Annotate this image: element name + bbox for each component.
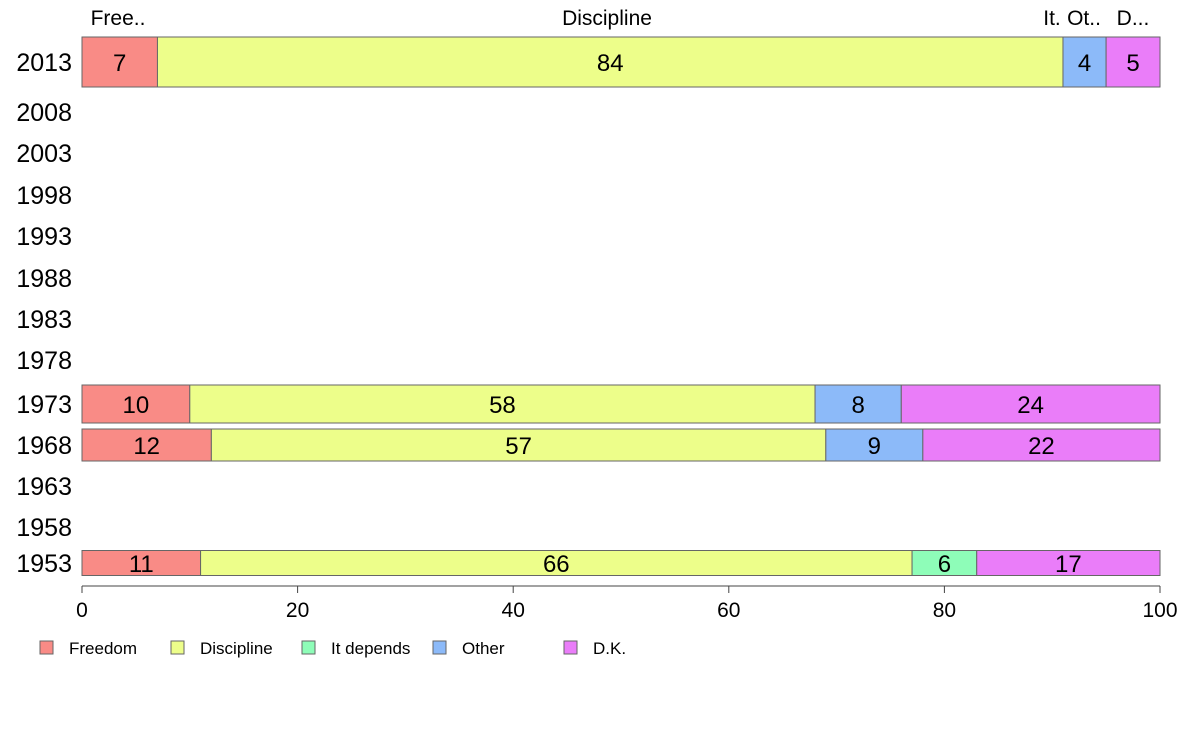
legend-label: Other xyxy=(462,639,505,658)
x-tick-label: 80 xyxy=(933,599,956,622)
legend-item: Other xyxy=(432,639,505,658)
year-label: 2013 xyxy=(16,49,72,77)
bar-value-label: 58 xyxy=(489,392,516,419)
bar-value-label: 22 xyxy=(1028,433,1055,460)
legend: Freedom Discipline It depends Other D.K. xyxy=(39,639,626,658)
year-label: 1988 xyxy=(16,265,72,293)
bar-value-label: 12 xyxy=(133,433,160,460)
bar-segment xyxy=(200,550,913,576)
year-label: 2003 xyxy=(16,140,72,168)
bar-segment xyxy=(81,428,212,462)
top-labels: Free.. Discipline It. Ot.. D... xyxy=(91,7,1150,30)
legend-label: D.K. xyxy=(593,639,626,658)
year-label: 1998 xyxy=(16,182,72,210)
top-label: Free.. xyxy=(91,7,146,30)
legend-label: Freedom xyxy=(69,639,137,658)
year-label: 1973 xyxy=(16,391,72,419)
top-label: It. xyxy=(1043,7,1061,30)
year-label: 1958 xyxy=(16,514,72,542)
top-label: Discipline xyxy=(562,7,652,30)
year-label: 2008 xyxy=(16,99,72,127)
legend-label: It depends xyxy=(331,639,410,658)
bar-value-label: 9 xyxy=(868,433,881,460)
x-tick-label: 100 xyxy=(1142,599,1177,622)
bar-segment xyxy=(1105,36,1161,88)
bar-segment xyxy=(814,384,902,424)
year-label: 1968 xyxy=(16,432,72,460)
bar-value-label: 24 xyxy=(1017,392,1044,419)
x-tick-label: 20 xyxy=(286,599,309,622)
legend-item: D.K. xyxy=(563,639,626,658)
bar-segment xyxy=(922,428,1161,462)
bar-value-label: 10 xyxy=(123,392,150,419)
x-tick-label: 60 xyxy=(717,599,740,622)
legend-item: Freedom xyxy=(39,639,137,658)
bar-segment xyxy=(81,36,158,88)
legend-item: It depends xyxy=(301,639,410,658)
legend-swatch xyxy=(301,640,316,655)
top-label: D... xyxy=(1117,7,1150,30)
x-tick-label: 0 xyxy=(76,599,88,622)
bar-segment xyxy=(1062,36,1107,88)
bar-value-label: 6 xyxy=(938,551,951,578)
year-label: 1963 xyxy=(16,473,72,501)
bar-segment xyxy=(81,550,202,576)
legend-swatch xyxy=(39,640,54,655)
top-label: Ot.. xyxy=(1067,7,1101,30)
bar-value-label: 4 xyxy=(1078,50,1091,77)
x-tick-label: 40 xyxy=(502,599,525,622)
bar-value-label: 17 xyxy=(1055,551,1082,578)
bar-value-label: 11 xyxy=(129,551,154,578)
bar-value-label: 84 xyxy=(597,50,624,77)
legend-swatch xyxy=(432,640,447,655)
bar-segment xyxy=(189,384,816,424)
legend-label: Discipline xyxy=(200,639,273,658)
bar-segment xyxy=(81,384,191,424)
bar-value-label: 66 xyxy=(543,551,570,578)
legend-swatch xyxy=(170,640,185,655)
year-label: 1983 xyxy=(16,306,72,334)
bar-value-label: 7 xyxy=(113,50,126,77)
year-label: 1953 xyxy=(16,550,72,578)
year-labels: 2013 2008 2003 1998 1993 1988 1983 1978 1973 1968… xyxy=(16,49,72,578)
bar-segment xyxy=(976,550,1161,576)
bar-value-label: 5 xyxy=(1126,50,1139,77)
legend-item: Discipline xyxy=(170,639,273,658)
bar-segment xyxy=(900,384,1161,424)
year-label: 1978 xyxy=(16,347,72,375)
bar-value-label: 57 xyxy=(505,433,532,460)
x-axis: 0 20 40 60 80 100 xyxy=(76,585,1178,622)
bar-segment xyxy=(210,428,827,462)
legend-swatch xyxy=(563,640,578,655)
bar-value-label: 8 xyxy=(851,392,864,419)
year-label: 1993 xyxy=(16,223,72,251)
bar-segment xyxy=(156,36,1064,88)
